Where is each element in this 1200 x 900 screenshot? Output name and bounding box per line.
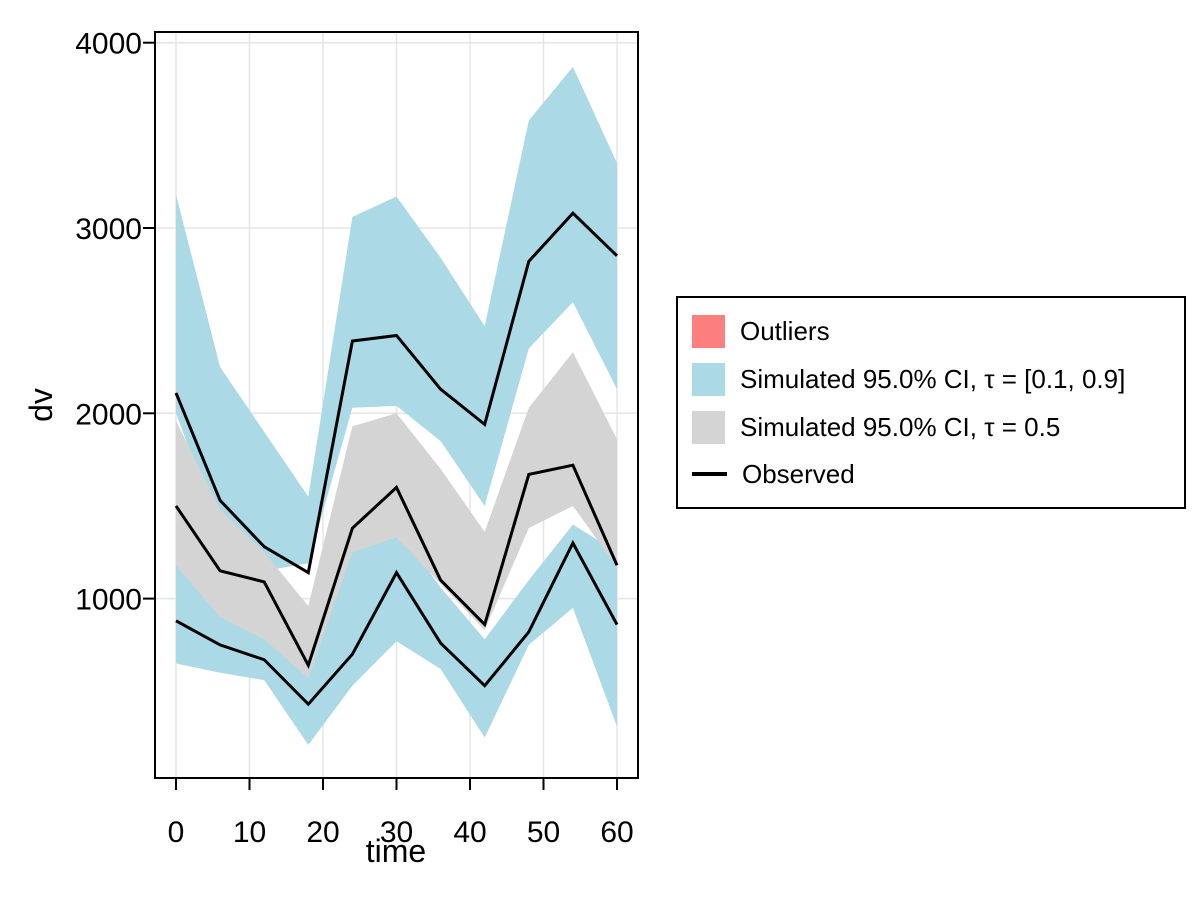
observed-lines [174,211,619,707]
x-tick-label: 20 [306,816,339,849]
legend-item-label: Observed [742,458,855,489]
ci-band [176,524,617,745]
legend-item: Simulated 95.0% CI, τ = [0.1, 0.9] [692,363,1170,397]
observed-line [174,463,619,670]
observed-line [175,539,619,707]
x-tick-label: 50 [527,816,560,849]
legend-item-label: Outliers [740,316,830,347]
legend-color-swatch [692,315,725,349]
observed-line [174,211,619,576]
ci-band [176,66,617,571]
legend-item: Outliers [692,315,1170,349]
x-axis-label: time [366,833,426,869]
y-axis-label: dv [23,388,59,422]
legend-color-swatch [692,363,725,397]
x-tick-label: 40 [453,816,486,849]
legend-item-label: Simulated 95.0% CI, τ = [0.1, 0.9] [740,364,1126,395]
y-tick-label: 1000 [75,584,142,617]
x-tick-label: 0 [168,816,185,849]
legend-line-swatch [692,472,727,476]
legend: Outliers Simulated 95.0% CI, τ = [0.1, 0.… [676,296,1186,509]
x-tick-label: 60 [600,816,633,849]
x-tick-label: 10 [233,816,266,849]
axis-ticks [143,41,618,790]
ci-band [176,352,617,679]
y-tick-labels: 1000 2000 3000 4000 [75,28,142,617]
legend-item: Observed [692,459,1170,490]
y-tick-label: 4000 [75,28,142,61]
legend-item-label: Simulated 95.0% CI, τ = 0.5 [740,411,1061,442]
legend-color-swatch [692,410,725,444]
y-tick-label: 2000 [75,398,142,431]
legend-item: Simulated 95.0% CI, τ = 0.5 [692,410,1170,444]
y-tick-label: 3000 [75,213,142,246]
ci-bands [176,66,617,745]
x-tick-label: 30 [380,816,413,849]
x-tick-labels: 0 10 20 30 40 50 60 [168,816,634,849]
